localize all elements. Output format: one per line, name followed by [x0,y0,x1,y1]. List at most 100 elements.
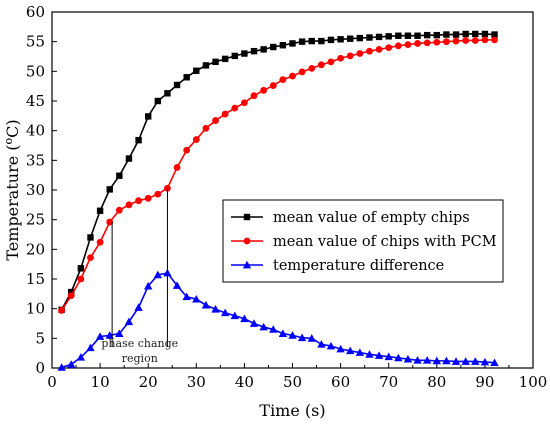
data-point [57,363,66,371]
data-point [192,136,200,143]
data-point [451,357,461,365]
data-point [202,124,210,132]
data-point [145,113,152,120]
x-axis-ticks: 0 10 20 30 40 50 60 70 80 90 100 [47,363,547,391]
data-point [77,275,85,283]
data-point [164,90,171,97]
data-point [327,58,335,66]
data-point [346,346,355,355]
y-tick-label: 45 [26,92,45,110]
data-point [490,358,499,367]
legend-item: temperature difference [231,258,444,274]
data-point [135,136,142,144]
data-point [76,353,86,361]
y-tick-label: 40 [26,122,45,140]
data-point [67,292,75,300]
data-point [220,308,230,317]
x-tick-label: 80 [427,373,446,391]
data-point [221,110,229,118]
legend-item: mean value of chips with PCM [231,234,497,250]
data-point [183,146,191,154]
legend-box [222,199,504,283]
data-point [192,294,201,303]
x-tick-label: 40 [235,373,254,391]
y-tick-label: 60 [26,3,45,21]
data-point [173,164,181,171]
x-axis-title: Time (s) [259,401,325,420]
y-tick-label: 0 [35,359,45,377]
legend-label: mean value of chips with PCM [273,234,497,250]
data-point [404,32,412,39]
data-point [144,281,153,290]
legend: mean value of empty chips mean value of c… [222,199,504,283]
data-point [366,47,373,55]
data-point [403,354,413,363]
data-point [480,357,490,366]
x-tick-label: 90 [475,373,494,391]
data-point [259,322,268,331]
data-point [452,31,460,38]
data-point [308,37,315,45]
data-point [231,104,239,112]
data-point [173,81,181,89]
data-point [433,31,440,39]
data-point [241,99,248,107]
data-point [443,31,450,38]
x-tick-label: 60 [331,373,350,391]
data-point [86,343,95,352]
data-point [432,356,441,365]
data-point [288,331,297,339]
data-point [172,281,182,289]
data-point [249,319,259,327]
data-point [327,36,335,44]
data-point [77,265,85,272]
y-axis-ticks: 0 5 10 15 20 25 30 35 40 45 50 55 60 [26,3,57,377]
data-point [462,37,470,44]
data-point [106,218,114,226]
data-point [230,311,239,320]
series-line [60,33,495,311]
data-point [471,357,480,365]
x-tick-label: 20 [139,373,158,391]
data-point [394,42,402,50]
data-point [491,36,498,44]
data-point [414,40,421,47]
data-point [326,341,336,350]
data-point [115,206,123,214]
series-2 [57,268,499,371]
data-point [423,39,431,47]
data-point [347,35,354,42]
data-point [422,356,432,364]
y-axis-title-unit: C) [3,119,22,137]
data-point [202,62,210,69]
data-point [289,72,296,80]
data-point [289,40,296,47]
data-point [336,344,345,353]
plot-area [51,11,534,369]
data-point [481,36,489,44]
y-tick-label: 25 [26,211,45,229]
data-point [67,360,76,368]
data-point [491,31,498,38]
data-point [452,37,460,45]
data-point [481,30,489,38]
data-point [231,52,238,60]
data-point [212,117,219,124]
data-point [355,348,365,356]
data-point [375,33,383,41]
data-point [278,329,288,337]
data-point [346,52,354,60]
y-tick-label: 10 [26,300,45,318]
data-point [154,97,162,105]
data-point [279,42,287,49]
x-tick-label: 30 [187,373,206,391]
y-tick-label: 15 [26,270,45,288]
data-point [124,317,134,326]
data-point [471,37,479,44]
data-point [68,288,75,296]
y-tick-label: 50 [26,62,45,80]
data-point [462,30,469,38]
data-point [221,55,229,63]
data-point [461,357,470,365]
data-point [384,352,393,361]
